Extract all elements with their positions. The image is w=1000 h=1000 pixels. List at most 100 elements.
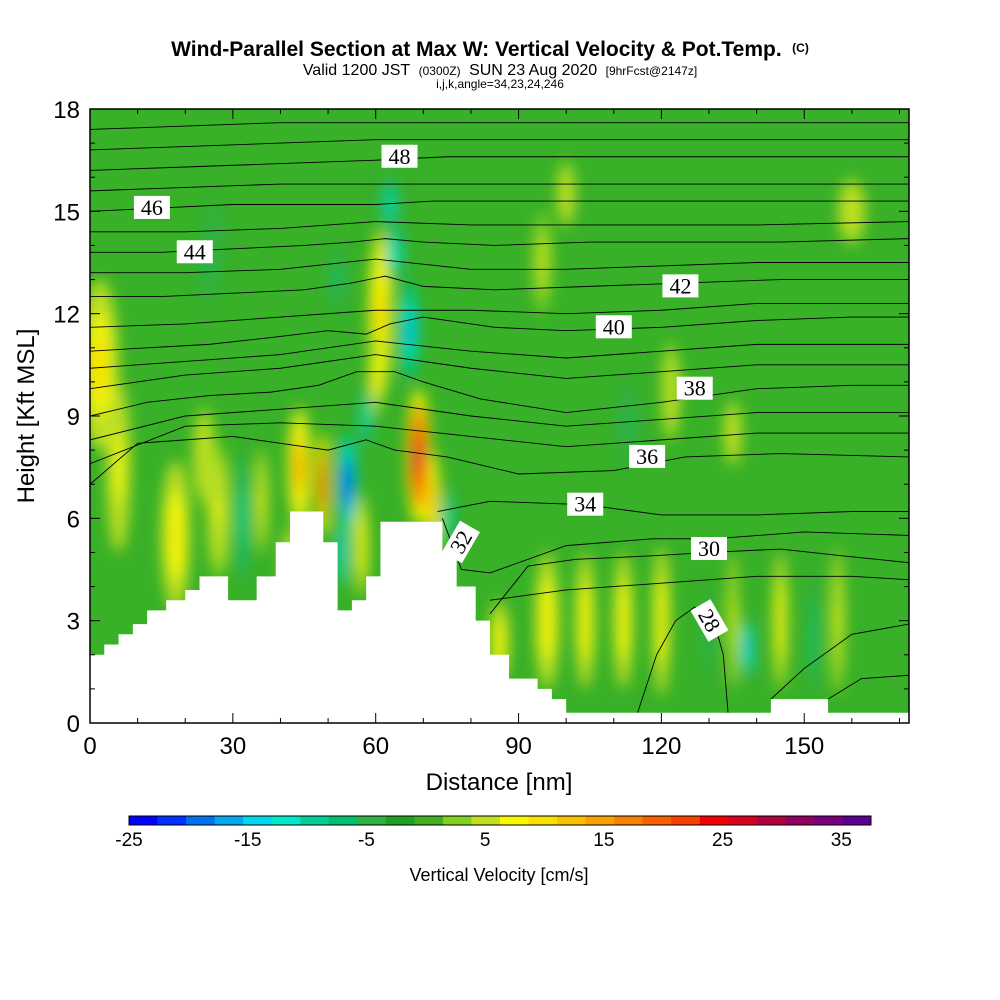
colorbar-segment <box>813 816 843 825</box>
theta-contour-label: 48 <box>381 144 418 169</box>
velocity-cell <box>172 520 179 551</box>
velocity-cell <box>392 245 397 260</box>
y-tick-label: 0 <box>67 711 80 738</box>
x-tick-label: 60 <box>362 733 389 760</box>
velocity-field <box>90 160 867 706</box>
theta-contour-label: 30 <box>691 536 728 561</box>
theta-label-box <box>676 376 713 400</box>
colorbar-label: Vertical Velocity [cm/s] <box>409 865 588 885</box>
theta-label-text: 34 <box>574 492 596 517</box>
theta-contour <box>437 500 909 516</box>
colorbar-tick-label: -5 <box>358 830 375 851</box>
theta-label-box <box>567 492 604 516</box>
theta-contour <box>90 275 909 298</box>
velocity-cell <box>416 443 421 471</box>
velocity-cell <box>540 252 545 273</box>
theta-label-text: 42 <box>669 273 691 298</box>
y-tick-label: 3 <box>67 609 80 636</box>
velocity-cell <box>297 454 302 480</box>
x-tick-label: 90 <box>505 733 532 760</box>
colorbar-segment <box>214 816 244 825</box>
colorbar-segment <box>842 816 872 825</box>
colorbar-segment <box>157 816 187 825</box>
theta-isentrope <box>827 674 909 700</box>
theta-contour <box>441 518 909 574</box>
velocity-cell <box>335 272 340 287</box>
chart-title: Wind-Parallel Section at Max W: Vertical… <box>171 38 782 61</box>
velocity-cell <box>341 544 344 561</box>
colorbar-segment <box>271 816 301 825</box>
colorbar-segment <box>500 816 530 825</box>
subtitle-valid: Valid 1200 JST <box>303 62 411 79</box>
velocity-cell <box>544 607 550 635</box>
colorbar-segment <box>728 816 758 825</box>
theta-isentrope <box>90 302 909 328</box>
theta-label-box <box>629 444 666 468</box>
subtitle-indices: i,j,k,angle=34,23,24,246 <box>436 77 564 91</box>
velocity-cell <box>583 607 588 635</box>
colorbar-segment <box>528 816 558 825</box>
velocity-cell <box>240 504 244 532</box>
theta-label-text: 44 <box>184 239 206 264</box>
colorbar-segment <box>129 816 159 825</box>
velocity-cell <box>388 198 392 211</box>
colorbar-tick-label: 5 <box>480 830 491 851</box>
theta-isentrope <box>90 340 909 369</box>
velocity-cell <box>359 535 363 556</box>
y-tick-label: 6 <box>67 506 80 533</box>
y-tick-label: 18 <box>53 97 80 124</box>
theta-isentrope <box>90 422 909 465</box>
colorbar-tick-label: 35 <box>831 830 852 851</box>
velocity-cell <box>431 491 435 512</box>
x-axis: 0 30 60 90 120 150 <box>83 109 900 760</box>
theta-contour <box>90 316 909 352</box>
velocity-cell <box>321 473 325 495</box>
colorbar-segment <box>186 816 216 825</box>
colorbar-segment <box>243 816 273 825</box>
velocity-cell <box>779 607 782 635</box>
y-tick-label: 15 <box>53 199 80 226</box>
colorbar-segment <box>442 816 472 825</box>
x-tick-label: 150 <box>784 733 824 760</box>
colorbar-frame <box>128 815 872 826</box>
velocity-cell <box>564 187 569 202</box>
theta-label-text: 46 <box>141 195 163 220</box>
theta-contour <box>90 156 909 171</box>
theta-contour <box>637 606 729 713</box>
velocity-cell <box>211 222 216 234</box>
colorbar-segment <box>357 816 387 825</box>
colorbar-segment <box>699 816 729 825</box>
colorbar-segment <box>557 816 587 825</box>
velocity-cell <box>497 632 502 650</box>
theta-label-box <box>176 240 213 264</box>
subtitle-zulu: (0300Z) <box>419 64 461 78</box>
theta-isentrope <box>489 575 909 601</box>
chart-subtitle-line: Valid 1200 JST (0300Z) SUN 23 Aug 2020 [… <box>303 62 697 79</box>
colorbar-segment <box>300 816 330 825</box>
velocity-cell <box>659 605 664 636</box>
velocity-cell <box>445 511 449 526</box>
colorbar-segment <box>328 816 358 825</box>
colorbar-segment <box>642 816 672 825</box>
velocity-cell <box>407 320 411 341</box>
velocity-cell <box>625 414 631 432</box>
theta-label-box <box>381 144 418 168</box>
theta-isentrope <box>90 122 909 130</box>
theta-contour <box>90 238 909 253</box>
velocity-cell <box>745 641 749 655</box>
velocity-cell <box>201 446 207 468</box>
terrain <box>90 511 909 723</box>
theta-isentrope <box>770 623 909 700</box>
theta-lines <box>90 122 909 713</box>
subtitle-date: SUN 23 Aug 2020 <box>469 62 597 79</box>
velocity-cell <box>836 605 840 636</box>
colorbar-tick-label: 25 <box>712 830 733 851</box>
colorbar: -25 -15 -5 5 15 25 35 <box>115 815 872 851</box>
velocity-cell <box>378 296 383 331</box>
theta-label-text: 36 <box>636 444 658 469</box>
theta-isentrope <box>90 258 909 274</box>
